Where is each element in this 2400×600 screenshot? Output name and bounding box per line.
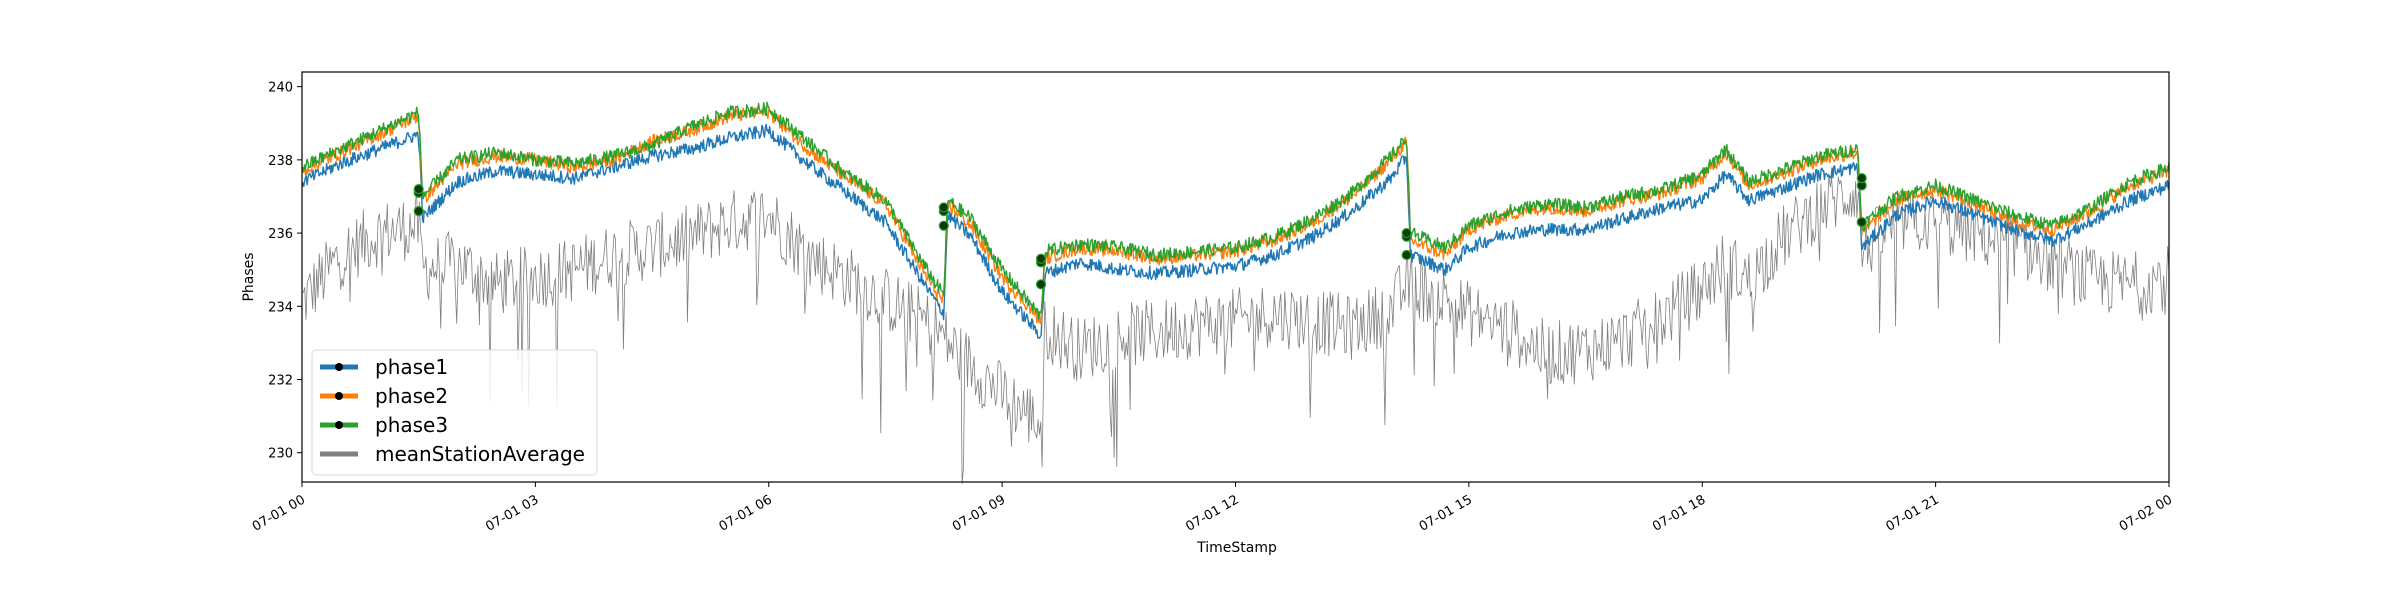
y-tick-label: 234	[268, 300, 293, 315]
plot-background	[302, 72, 2169, 482]
event-marker	[1401, 249, 1412, 261]
x-tick-label: 07-01 15	[1417, 492, 1475, 534]
plot-area	[302, 72, 2169, 482]
x-tick-label: 07-02 00	[2117, 492, 2175, 534]
marker-layer	[413, 173, 1867, 290]
legend-label-phase1: phase1	[375, 355, 448, 379]
legend: phase1 phase2 phase3 meanStationAverage	[311, 349, 598, 476]
legend-marker-phase1	[335, 363, 343, 371]
x-tick-label: 07-01 06	[717, 492, 775, 534]
series-meanStationAverage	[301, 173, 2170, 485]
legend-marker-phase2	[335, 392, 343, 400]
legend-label-meanStationAverage: meanStationAverage	[375, 442, 585, 466]
y-axis-label: Phases	[241, 252, 257, 301]
legend-box	[311, 349, 598, 476]
event-marker	[1401, 227, 1412, 239]
y-tick-label: 236	[268, 227, 293, 242]
x-tick-label: 07-01 09	[950, 492, 1008, 534]
legend-label-phase2: phase2	[375, 384, 448, 408]
event-marker	[938, 202, 949, 213]
x-axis-label: TimeStamp	[1196, 540, 1277, 556]
event-marker	[1856, 173, 1867, 184]
x-tick-label: 07-01 18	[1650, 492, 1708, 534]
event-marker	[413, 184, 424, 195]
event-marker	[938, 220, 949, 231]
y-tick-label: 232	[268, 374, 293, 389]
y-tick-label: 230	[268, 447, 293, 462]
event-marker	[1856, 216, 1867, 228]
series-phase3	[301, 101, 2170, 320]
legend-marker-phase3	[335, 421, 343, 429]
x-tick-label: 07-01 12	[1183, 492, 1241, 534]
x-tick-label: 07-01 03	[483, 492, 541, 534]
event-marker	[1035, 279, 1047, 290]
event-marker	[413, 206, 424, 217]
y-tick-label: 240	[268, 81, 293, 96]
y-tick-label: 238	[268, 154, 293, 169]
series-layer	[301, 101, 2170, 485]
event-marker	[1035, 253, 1047, 264]
x-tick-label: 07-01 00	[250, 492, 308, 534]
legend-label-phase3: phase3	[375, 413, 448, 437]
x-tick-label: 07-01 21	[1884, 492, 1942, 534]
